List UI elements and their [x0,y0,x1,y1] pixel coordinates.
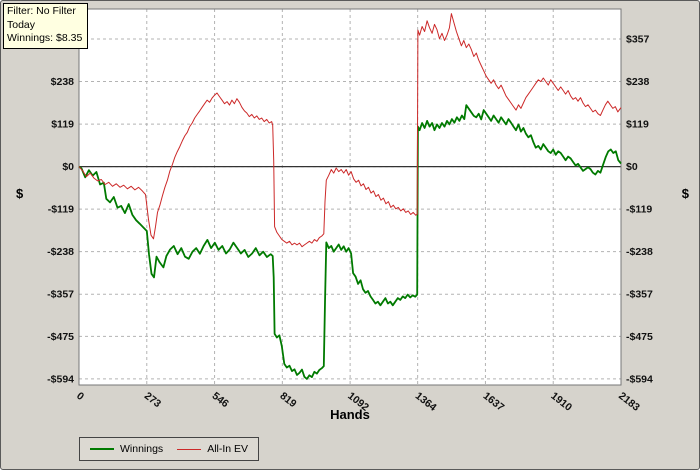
winnings-line-swatch [90,448,114,450]
legend-label-winnings: Winnings [120,443,164,455]
filter-info-box: Filter: No Filter Today Winnings: $8.35 [3,3,89,49]
x-tick-label: 0 [74,390,86,403]
y-tick-label-right: -$238 [626,246,653,258]
y-tick-label-right: -$594 [626,373,653,385]
y-tick-label-left: $119 [51,119,74,131]
y-tick-label-left: -$119 [48,204,74,216]
y-tick-label-right: $357 [626,34,650,46]
y-tick-label-right: $119 [626,119,649,131]
legend-item-allin-ev: All-In EV [177,443,248,455]
plot-border [78,8,622,386]
y-axis-title-right: $ [681,186,689,201]
y-tick-label-left: $238 [51,76,75,88]
legend-item-winnings: Winnings [90,443,163,455]
y-tick-label-left: $476 [51,1,75,3]
y-tick-label-left: -$594 [47,373,74,385]
chart-legend: Winnings All-In EV [79,437,260,461]
y-axis-title-left: $ [16,186,24,201]
filter-info-line-1: Filter: No Filter [7,5,76,17]
x-axis-title: Hands [330,407,370,422]
y-tick-label-left: $0 [62,161,74,173]
y-tick-label-right: -$475 [626,331,653,343]
allin-ev-line-swatch [177,448,202,450]
y-tick-label-left: -$238 [47,246,74,258]
legend-label-allin-ev: All-In EV [207,443,249,455]
y-tick-label-right: $0 [626,161,638,173]
y-tick-label-right: -$119 [626,204,652,216]
filter-info-line-2: Today [7,18,36,31]
y-tick-label-left: -$475 [47,331,74,343]
series-line-all-in-ev [78,13,622,248]
series-line-winnings [78,104,622,380]
y-tick-label-right: $476 [626,1,650,3]
filter-info-line-3: Winnings: $8.35 [7,32,83,45]
y-tick-label-right: -$357 [626,289,653,301]
y-tick-label-left: -$357 [47,289,74,301]
y-tick-label-right: $238 [626,76,650,88]
